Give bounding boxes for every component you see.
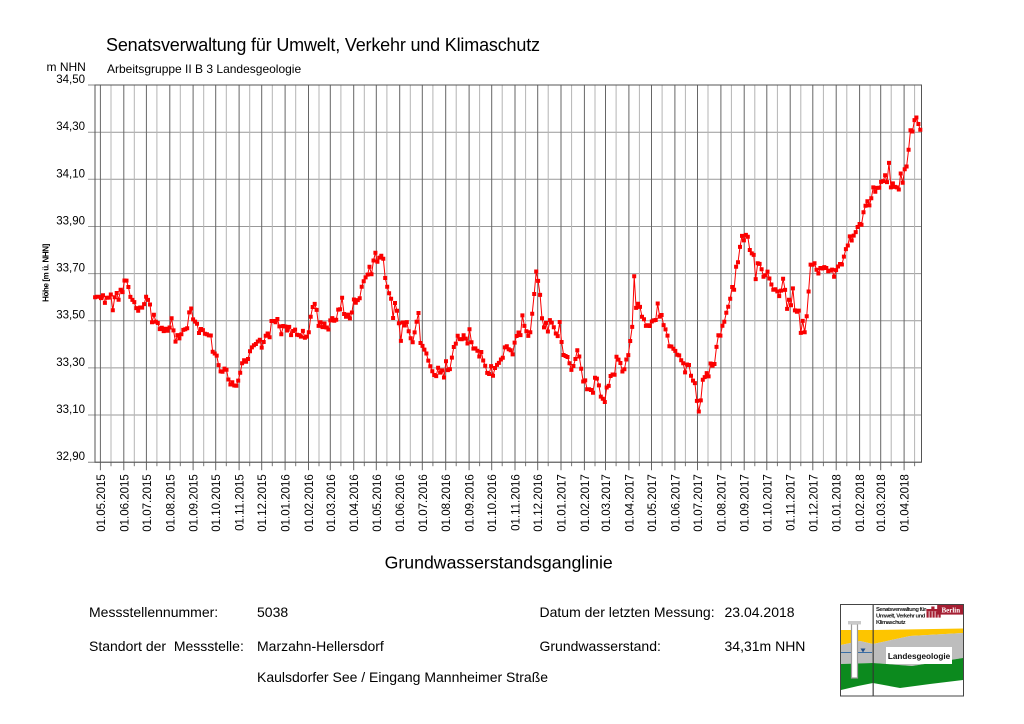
svg-text:01.05.2017: 01.05.2017 [647,474,659,532]
svg-text:33,10: 33,10 [56,404,85,416]
svg-text:01.10.2015: 01.10.2015 [211,474,223,532]
svg-text:Berlin: Berlin [941,607,960,615]
svg-text:01.04.2017: 01.04.2017 [624,474,636,532]
svg-text:01.07.2017: 01.07.2017 [693,474,705,532]
svg-text:01.09.2017: 01.09.2017 [740,474,752,532]
svg-text:01.07.2016: 01.07.2016 [418,474,430,532]
svg-text:01.12.2017: 01.12.2017 [808,474,820,532]
svg-text:01.11.2016: 01.11.2016 [511,474,523,531]
svg-text:01.01.2017: 01.01.2017 [557,474,569,532]
svg-text:01.04.2016: 01.04.2016 [349,474,361,532]
svg-text:34,50: 34,50 [56,74,85,86]
svg-text:01.09.2016: 01.09.2016 [465,474,477,532]
svg-text:01.09.2015: 01.09.2015 [189,474,201,532]
svg-text:34,30: 34,30 [56,121,85,133]
svg-text:01.05.2016: 01.05.2016 [372,474,384,532]
svg-text:01.06.2016: 01.06.2016 [395,474,407,532]
svg-text:01.08.2017: 01.08.2017 [716,474,728,532]
svg-text:01.02.2016: 01.02.2016 [304,474,316,532]
svg-text:01.05.2015: 01.05.2015 [96,474,108,532]
svg-text:Landesgeologie: Landesgeologie [888,652,951,661]
svg-text:01.08.2015: 01.08.2015 [165,474,177,532]
svg-text:01.07.2015: 01.07.2015 [142,474,154,532]
svg-text:01.10.2017: 01.10.2017 [762,474,774,532]
svg-text:33,30: 33,30 [56,357,85,369]
svg-text:Klimaschutz: Klimaschutz [876,620,906,626]
svg-text:01.10.2016: 01.10.2016 [487,474,499,532]
svg-text:33,70: 33,70 [56,263,85,275]
svg-text:Senatsverwaltung für: Senatsverwaltung für [876,607,927,613]
svg-text:01.08.2016: 01.08.2016 [441,474,453,532]
svg-text:01.06.2017: 01.06.2017 [670,474,682,532]
svg-text:33,90: 33,90 [56,216,85,228]
svg-text:01.12.2015: 01.12.2015 [257,474,269,532]
svg-text:01.03.2018: 01.03.2018 [876,474,888,532]
svg-text:01.06.2015: 01.06.2015 [119,474,131,532]
svg-text:01.01.2018: 01.01.2018 [832,474,844,532]
svg-text:32,90: 32,90 [56,451,85,463]
svg-text:01.11.2015: 01.11.2015 [235,474,247,531]
svg-text:01.01.2016: 01.01.2016 [281,474,293,532]
svg-text:01.03.2016: 01.03.2016 [326,474,338,532]
svg-text:34,10: 34,10 [56,168,85,180]
svg-text:01.12.2016: 01.12.2016 [533,474,545,532]
svg-text:01.02.2018: 01.02.2018 [855,474,867,532]
svg-text:01.04.2018: 01.04.2018 [900,474,912,532]
svg-text:01.11.2017: 01.11.2017 [786,474,798,531]
svg-text:01.03.2017: 01.03.2017 [601,474,613,532]
svg-text:01.02.2017: 01.02.2017 [580,474,592,532]
svg-text:Umwelt, Verkehr und: Umwelt, Verkehr und [876,614,926,620]
svg-text:33,50: 33,50 [56,310,85,322]
